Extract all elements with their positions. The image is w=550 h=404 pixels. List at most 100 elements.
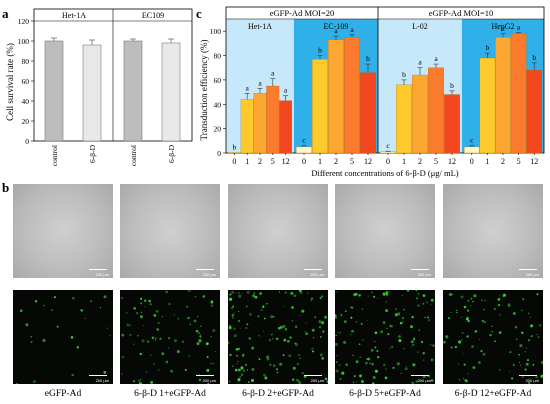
chart-a-group-label-ec109: EC109 xyxy=(142,11,164,20)
fluorescent-cell xyxy=(352,381,355,383)
fluorescent-cell xyxy=(377,355,380,359)
fluorescent-cell xyxy=(349,333,352,336)
fluorescent-cell xyxy=(463,363,466,366)
fluorescent-cell xyxy=(521,331,524,334)
fluorescent-cell xyxy=(351,329,354,333)
fluorescent-cell xyxy=(194,296,197,298)
fluorescent-cell xyxy=(231,307,233,310)
scale-bar-line xyxy=(196,375,214,376)
fluorescent-cell xyxy=(144,299,147,302)
fluorescent-cell xyxy=(382,321,386,324)
fluorescent-cell xyxy=(355,360,359,364)
fluorescent-cell xyxy=(291,319,294,322)
fluorescent-cell xyxy=(239,376,241,378)
fluorescent-cell xyxy=(253,296,255,298)
fluorescent-cell xyxy=(298,381,302,384)
panel-letter-c: c xyxy=(196,6,202,21)
fluorescent-cell xyxy=(415,290,418,291)
chart-c-bar xyxy=(240,99,254,154)
fluorescent-cell xyxy=(374,331,378,335)
fluorescent-cell xyxy=(466,316,470,320)
fluorescent-cell xyxy=(312,336,315,339)
chart-c-header-moi20: eGFP-Ad MOI=20 xyxy=(270,8,335,18)
chart-c-category-label: 5 xyxy=(350,157,354,166)
fluorescent-cell xyxy=(370,349,374,352)
chart-a-ytick-label: 60 xyxy=(22,77,30,86)
fluorescent-cell xyxy=(197,332,200,334)
chart-c-ylabel: Transduction efficiency (%) xyxy=(199,40,209,141)
fluorescent-cell xyxy=(187,316,190,320)
fluorescent-cell xyxy=(401,294,404,296)
scale-bar-label: 200 μm xyxy=(525,378,539,383)
fluorescent-cell xyxy=(238,311,240,313)
fluorescent-cell xyxy=(458,340,462,344)
chart-a-bar xyxy=(82,44,102,142)
chart-c-significance-letter: a xyxy=(284,86,288,95)
fluorescent-cell xyxy=(185,305,189,308)
fluorescent-cell xyxy=(527,339,531,342)
fluorescent-cell xyxy=(181,340,185,343)
fluorescent-cell xyxy=(206,356,209,359)
scale-bar-label: 200 μm xyxy=(95,272,109,277)
chart-a-bar xyxy=(161,42,181,142)
fluorescent-cell xyxy=(374,346,377,349)
fluorescent-cell xyxy=(242,369,246,372)
fluorescent-cell xyxy=(411,315,414,319)
fluorescent-cell xyxy=(371,382,375,384)
fluorescent-cell xyxy=(319,297,322,300)
fluorescent-cell xyxy=(470,305,472,307)
fluorescent-cell xyxy=(532,363,535,366)
fluorescent-cell xyxy=(335,314,337,317)
fluorescent-cell xyxy=(527,381,531,384)
fluorescent-cell xyxy=(445,335,449,339)
fluorescent-cell xyxy=(240,373,244,376)
caption-dose-12: 6-β-D 12+eGFP-Ad xyxy=(454,389,532,399)
fluorescent-cell xyxy=(174,339,177,343)
chart-c-category-label: 2 xyxy=(501,157,505,166)
fluorescent-cell xyxy=(210,362,212,365)
chart-c-bar xyxy=(444,94,460,154)
fluorescent-cell xyxy=(84,317,86,320)
fluorescent-cell xyxy=(509,351,512,354)
chart-c-bar xyxy=(328,39,344,154)
fluorescent-cell xyxy=(535,375,539,379)
fluorescent-cell xyxy=(335,342,338,346)
fluorescent-cell xyxy=(377,297,379,299)
fluorescent-cell xyxy=(71,373,74,377)
fluorescent-cell xyxy=(56,325,59,328)
fluorescent-cell xyxy=(314,316,317,319)
fluorescent-cell xyxy=(343,340,347,344)
fluorescent-cell xyxy=(237,355,239,357)
fluorescence-dots xyxy=(443,293,543,384)
fluorescent-cell xyxy=(153,363,155,365)
fluorescent-cell xyxy=(384,376,388,380)
fluorescent-cell xyxy=(251,346,255,350)
fluorescent-cell xyxy=(404,367,408,371)
fluorescent-cell xyxy=(146,371,148,373)
fluorescent-cell xyxy=(212,363,215,365)
fluorescent-cell xyxy=(205,342,209,346)
brightfield-image-1: 200 μm xyxy=(13,184,113,278)
fluorescent-cell xyxy=(493,307,496,310)
fluorescent-cell xyxy=(207,382,210,384)
scale-bar-line xyxy=(89,269,107,270)
fluorescent-cell xyxy=(42,304,45,307)
fluorescent-cell xyxy=(304,331,306,333)
fluorescent-cell xyxy=(283,305,286,308)
chart-c-bar xyxy=(526,70,542,154)
fluorescent-cell xyxy=(350,316,353,319)
fluorescent-cell xyxy=(521,309,523,312)
chart-c-significance-letter: b xyxy=(486,43,490,52)
fluorescent-cell xyxy=(80,309,83,312)
fluorescence-dots xyxy=(16,295,111,384)
chart-a-bar xyxy=(123,40,143,142)
fluorescent-cell xyxy=(318,326,322,329)
fluorescent-cell xyxy=(376,349,379,353)
chart-c-significance-letter: b xyxy=(402,70,406,79)
fluorescent-cell xyxy=(482,352,486,356)
brightfield-image-5: 200 μm xyxy=(443,184,543,278)
fluorescent-cell xyxy=(292,366,296,370)
fluorescent-cell xyxy=(237,347,240,350)
fluorescent-cell xyxy=(467,373,469,375)
fluorescent-cell xyxy=(530,335,533,338)
